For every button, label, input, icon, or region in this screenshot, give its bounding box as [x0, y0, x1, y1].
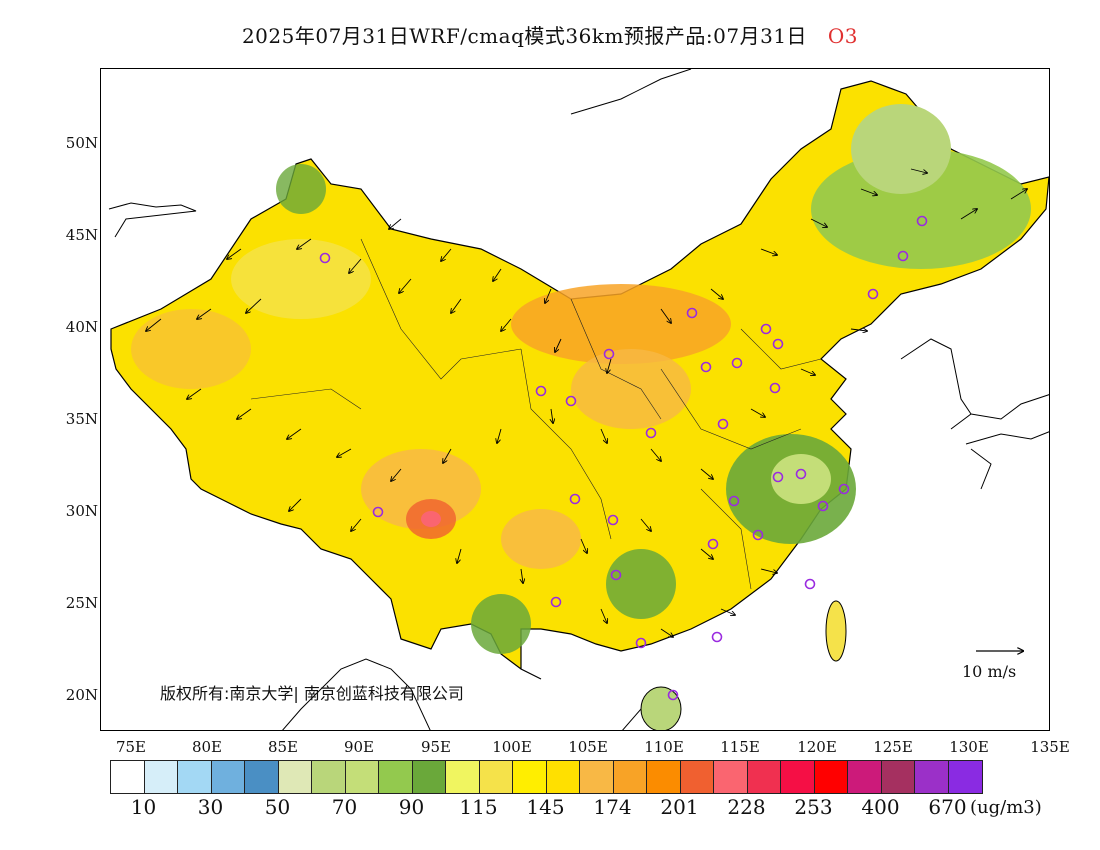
colorbar-swatch [647, 761, 681, 793]
colorbar-label: 30 [197, 795, 224, 819]
colorbar-swatch [278, 761, 312, 793]
colorbar-label: 201 [660, 795, 699, 819]
colorbar-swatch [680, 761, 714, 793]
colorbar-swatch [915, 761, 949, 793]
lon-label-120e: 120E [797, 738, 837, 756]
coastlines [108, 69, 1049, 730]
colorbar-swatch [412, 761, 446, 793]
copyright-text: 版权所有:南京大学| 南京创蓝科技有限公司 [160, 684, 464, 703]
lat-label-35n: 35N [65, 410, 98, 428]
colorbar-swatch [948, 761, 982, 793]
lon-label-100e: 100E [492, 738, 532, 756]
lon-label-75e: 75E [115, 738, 147, 756]
colorbar-unit: (ug/m3) [970, 797, 1042, 818]
colorbar-swatch [814, 761, 848, 793]
lon-label-110e: 110E [644, 738, 684, 756]
lat-label-45n: 45N [65, 226, 98, 244]
lat-label-50n: 50N [65, 134, 98, 152]
colorbar-label: 10 [130, 795, 157, 819]
colorbar-swatch [479, 761, 513, 793]
lon-label-135e: 135E [1030, 738, 1070, 756]
colorbar-label: 670 [928, 795, 967, 819]
lon-label-130e: 130E [949, 738, 989, 756]
colorbar-swatch [613, 761, 647, 793]
colorbar-swatch [144, 761, 178, 793]
colorbar-label: 50 [264, 795, 291, 819]
lon-label-125e: 125E [873, 738, 913, 756]
colorbar-label: 400 [861, 795, 900, 819]
colorbar-swatch [781, 761, 815, 793]
map-canvas [108, 69, 1049, 730]
colorbar-swatch [513, 761, 547, 793]
colorbar-swatch [848, 761, 882, 793]
colorbar-swatch [446, 761, 480, 793]
colorbar-swatch [111, 761, 145, 793]
title-main: 2025年07月31日WRF/cmaq模式36km预报产品:07月31日 [241, 24, 808, 48]
colorbar-swatch [345, 761, 379, 793]
title-species: O3 [827, 24, 859, 48]
colorbar-label: 174 [593, 795, 632, 819]
colorbar-swatch [312, 761, 346, 793]
forecast-map [100, 68, 1050, 731]
lon-label-85e: 85E [267, 738, 299, 756]
lat-label-20n: 20N [65, 686, 98, 704]
colorbar-label: 228 [727, 795, 766, 819]
colorbar-swatch [211, 761, 245, 793]
lon-label-105e: 105E [568, 738, 608, 756]
wind-vectors [146, 168, 1027, 637]
lon-label-80e: 80E [191, 738, 223, 756]
province-boundaries [250, 238, 822, 590]
station-markers [319, 215, 928, 701]
lat-label-40n: 40N [65, 318, 98, 336]
colorbar-label: 253 [794, 795, 833, 819]
colorbar [110, 760, 983, 794]
colorbar-label: 90 [398, 795, 425, 819]
colorbar-swatch [881, 761, 915, 793]
colorbar-swatch [379, 761, 413, 793]
colorbar-swatch [747, 761, 781, 793]
lat-label-30n: 30N [65, 502, 98, 520]
map-title: 2025年07月31日WRF/cmaq模式36km预报产品:07月31日 O3 [0, 20, 1100, 49]
colorbar-swatch [178, 761, 212, 793]
colorbar-swatch [546, 761, 580, 793]
lon-label-115e: 115E [720, 738, 760, 756]
colorbar-label: 70 [331, 795, 358, 819]
colorbar-label: 115 [459, 795, 498, 819]
wind-scale-label: 10 m/s [962, 662, 1017, 681]
o3-field [110, 80, 1049, 730]
colorbar-swatch [245, 761, 279, 793]
colorbar-swatch [580, 761, 614, 793]
colorbar-label: 145 [526, 795, 565, 819]
colorbar-swatch [714, 761, 748, 793]
lon-label-95e: 95E [420, 738, 452, 756]
lon-label-90e: 90E [343, 738, 375, 756]
lat-label-25n: 25N [65, 594, 98, 612]
